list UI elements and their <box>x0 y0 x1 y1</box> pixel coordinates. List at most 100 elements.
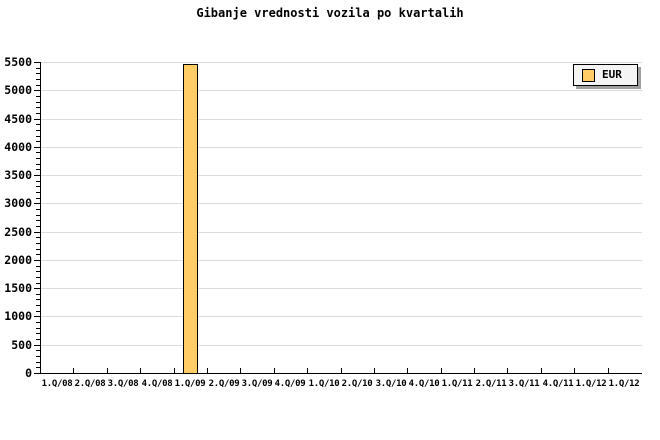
y-major-tick <box>34 288 40 289</box>
y-major-tick <box>34 232 40 233</box>
chart-title: Gibanje vrednosti vozila po kvartalih <box>196 6 464 20</box>
x-tick-label: 4.Q/11 <box>542 379 574 389</box>
x-tick-label: 4.Q/09 <box>274 379 306 389</box>
y-minor-tick <box>36 254 40 255</box>
y-minor-tick <box>36 141 40 142</box>
y-minor-tick <box>36 311 40 312</box>
y-minor-tick <box>36 294 40 295</box>
y-minor-tick <box>36 68 40 69</box>
y-major-tick <box>34 90 40 91</box>
y-minor-tick <box>36 130 40 131</box>
y-minor-tick <box>36 198 40 199</box>
y-major-tick <box>34 260 40 261</box>
x-tick-label: 1.Q/11 <box>441 379 473 389</box>
x-tick-label: 2.Q/11 <box>475 379 507 389</box>
y-minor-tick <box>36 186 40 187</box>
y-gridline <box>41 175 642 176</box>
y-minor-tick <box>36 102 40 103</box>
y-minor-tick <box>36 243 40 244</box>
y-tick-label: 3500 <box>4 168 32 182</box>
y-minor-tick <box>36 220 40 221</box>
x-tick <box>608 368 609 373</box>
y-minor-tick <box>36 113 40 114</box>
x-tick <box>274 368 275 373</box>
x-tick <box>574 368 575 373</box>
x-tick <box>240 368 241 373</box>
y-major-tick <box>34 62 40 63</box>
y-minor-tick <box>36 339 40 340</box>
x-tick <box>174 368 175 373</box>
y-minor-tick <box>36 283 40 284</box>
x-tick-label: 1.Q/08 <box>41 379 73 389</box>
y-gridline <box>41 203 642 204</box>
y-gridline <box>41 147 642 148</box>
x-tick-label: 3.Q/09 <box>241 379 273 389</box>
y-minor-tick <box>36 226 40 227</box>
y-gridline <box>41 288 642 289</box>
y-minor-tick <box>36 79 40 80</box>
y-tick-label: 2500 <box>4 225 32 239</box>
y-major-tick <box>34 119 40 120</box>
y-gridline <box>41 90 642 91</box>
y-minor-tick <box>36 192 40 193</box>
y-minor-tick <box>36 237 40 238</box>
legend-swatch-eur <box>582 68 595 82</box>
y-minor-tick <box>36 169 40 170</box>
y-minor-tick <box>36 305 40 306</box>
y-minor-tick <box>36 136 40 137</box>
y-tick-label: 4500 <box>4 112 32 126</box>
legend: EUR <box>573 64 638 86</box>
y-minor-tick <box>36 271 40 272</box>
x-tick-label: 1.Q/10 <box>308 379 340 389</box>
y-gridline <box>41 232 642 233</box>
x-tick <box>107 368 108 373</box>
y-minor-tick <box>36 215 40 216</box>
y-major-tick <box>34 345 40 346</box>
y-tick-label: 5500 <box>4 55 32 69</box>
y-gridline <box>41 62 642 63</box>
y-minor-tick <box>36 164 40 165</box>
y-minor-tick <box>36 266 40 267</box>
y-gridline <box>41 260 642 261</box>
y-minor-tick <box>36 124 40 125</box>
y-minor-tick <box>36 209 40 210</box>
y-tick-label: 2000 <box>4 253 32 267</box>
y-minor-tick <box>36 158 40 159</box>
x-tick-label: 4.Q/10 <box>408 379 440 389</box>
y-major-tick <box>34 316 40 317</box>
y-major-tick <box>34 175 40 176</box>
x-tick <box>341 368 342 373</box>
x-tick <box>474 368 475 373</box>
y-tick-label: 0 <box>25 366 32 380</box>
y-minor-tick <box>36 96 40 97</box>
x-tick <box>541 368 542 373</box>
x-tick <box>374 368 375 373</box>
y-minor-tick <box>36 333 40 334</box>
x-axis <box>40 373 642 374</box>
y-minor-tick <box>36 277 40 278</box>
x-tick-label: 3.Q/10 <box>375 379 407 389</box>
y-tick-label: 4000 <box>4 140 32 154</box>
y-gridline <box>41 345 642 346</box>
y-minor-tick <box>36 107 40 108</box>
y-minor-tick <box>36 350 40 351</box>
x-tick-label: 1.Q/12 <box>608 379 640 389</box>
x-tick <box>307 368 308 373</box>
x-tick <box>441 368 442 373</box>
y-tick-label: 1500 <box>4 281 32 295</box>
y-minor-tick <box>36 152 40 153</box>
y-tick-label: 500 <box>11 338 32 352</box>
y-axis <box>40 62 41 374</box>
y-minor-tick <box>36 362 40 363</box>
x-tick-label: 2.Q/08 <box>74 379 106 389</box>
y-tick-label: 5000 <box>4 83 32 97</box>
x-tick <box>140 368 141 373</box>
bar-1.Q/09 <box>183 64 198 373</box>
x-tick <box>207 368 208 373</box>
x-tick-label: 1.Q/09 <box>174 379 206 389</box>
y-tick-label: 3000 <box>4 196 32 210</box>
x-tick-label: 1.Q/12 <box>575 379 607 389</box>
x-tick-label: 2.Q/10 <box>341 379 373 389</box>
